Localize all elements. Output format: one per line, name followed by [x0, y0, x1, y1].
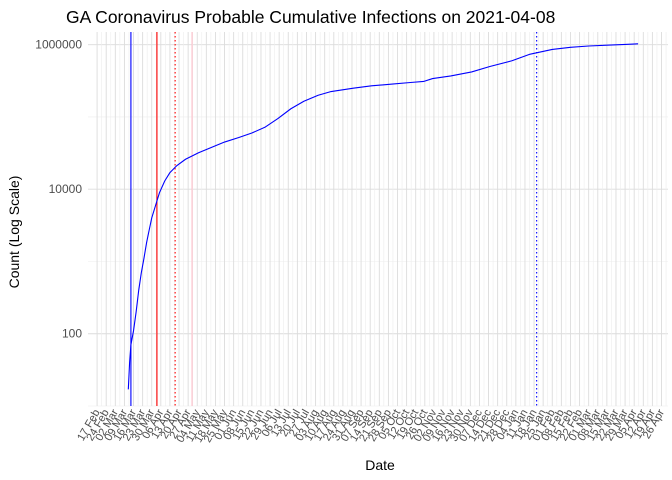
y-tick-label: 10000: [49, 182, 83, 196]
y-axis-ticks: 100 10000 1000000: [35, 38, 82, 341]
grid: [88, 32, 668, 407]
series-line: [127, 43, 639, 390]
y-axis-label: Count (Log Scale): [6, 176, 22, 289]
y-tick-label: 1000000: [35, 38, 82, 52]
series-layer: [127, 43, 639, 390]
chart-title: GA Coronavirus Probable Cumulative Infec…: [66, 7, 556, 27]
x-axis-label: Date: [365, 457, 395, 473]
y-tick-label: 100: [62, 327, 82, 341]
